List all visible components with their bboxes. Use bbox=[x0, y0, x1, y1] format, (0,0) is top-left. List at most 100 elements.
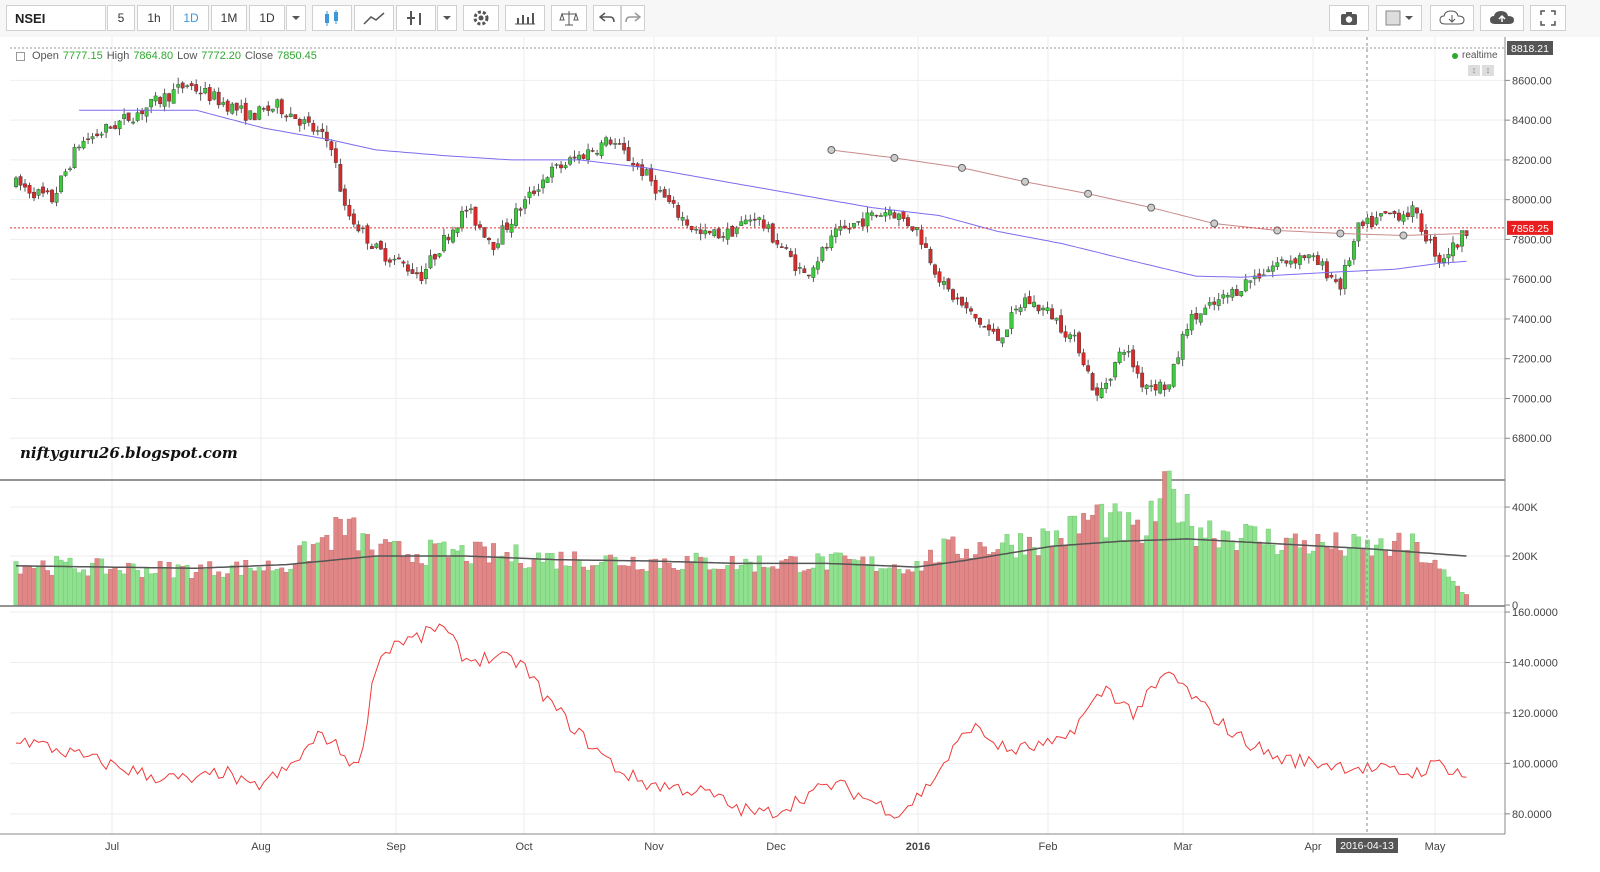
candle-body bbox=[239, 105, 244, 109]
volume-bar bbox=[103, 573, 109, 606]
candle-body bbox=[811, 267, 816, 278]
candle-body bbox=[649, 167, 654, 182]
candles-button[interactable] bbox=[312, 5, 352, 31]
volume-bar bbox=[90, 562, 96, 606]
candle-body bbox=[1176, 357, 1181, 364]
price-tick-label: 7200.00 bbox=[1512, 354, 1552, 366]
candle-body bbox=[1009, 312, 1014, 329]
volume-bar bbox=[13, 561, 19, 606]
interval-dropdown-button[interactable] bbox=[286, 5, 306, 31]
candle-body bbox=[185, 85, 190, 87]
line-chart-button[interactable] bbox=[354, 5, 394, 31]
candle-body bbox=[901, 211, 906, 219]
candle-body bbox=[1415, 207, 1419, 214]
redo-button[interactable] bbox=[621, 5, 645, 31]
volume-bar bbox=[1238, 537, 1244, 606]
volume-bar bbox=[1346, 546, 1352, 606]
candle-body bbox=[1099, 388, 1104, 399]
volume-bar bbox=[594, 565, 600, 606]
volume-bar bbox=[765, 567, 771, 606]
candle-body bbox=[243, 102, 248, 121]
legend-collapse-icon[interactable] bbox=[16, 51, 25, 61]
volume-bar bbox=[1090, 515, 1096, 606]
top-price-box bbox=[1507, 41, 1553, 55]
volume-bar bbox=[184, 565, 190, 606]
chart-area[interactable]: 8600.00 8400.00 8200.00 8000.00 7800.00 7600.… bbox=[0, 37, 1600, 872]
candle-body bbox=[77, 146, 81, 149]
candle-body bbox=[730, 226, 735, 237]
interval-5-button[interactable]: 5 bbox=[107, 5, 135, 31]
volume-bar bbox=[1279, 550, 1285, 606]
fullscreen-button[interactable] bbox=[1530, 5, 1566, 31]
candle-body bbox=[1311, 255, 1316, 258]
volume-bar bbox=[617, 565, 623, 606]
candle-body bbox=[667, 195, 672, 203]
volume-bar bbox=[504, 551, 510, 606]
volume-bar bbox=[1405, 549, 1411, 606]
volume-bar bbox=[1171, 488, 1177, 606]
ma-marker bbox=[827, 145, 836, 154]
candle-body bbox=[1243, 279, 1248, 292]
candle-body bbox=[1406, 212, 1410, 217]
volume-bar bbox=[162, 567, 168, 606]
compare-button[interactable] bbox=[505, 5, 545, 31]
volume-bar bbox=[896, 569, 902, 606]
candle-body bbox=[1338, 278, 1343, 290]
save-chart-button[interactable] bbox=[1480, 5, 1524, 31]
interval-1m-button[interactable]: 1M bbox=[211, 5, 247, 31]
price-tick-label: 8000.00 bbox=[1512, 195, 1552, 207]
volume-bar bbox=[1121, 539, 1127, 606]
candle-body bbox=[225, 100, 230, 112]
volume-bar bbox=[482, 546, 487, 606]
candle-body bbox=[460, 211, 464, 229]
volume-bar bbox=[675, 569, 681, 606]
undo-button[interactable] bbox=[593, 5, 621, 31]
candle-body bbox=[491, 241, 496, 250]
volume-bar bbox=[238, 575, 244, 606]
pane-down-icon[interactable]: ↕ bbox=[1482, 65, 1494, 76]
candle-body bbox=[451, 229, 455, 243]
candle-body bbox=[721, 236, 726, 238]
price-tick-label: 6800.00 bbox=[1512, 433, 1552, 445]
volume-bar bbox=[1387, 555, 1393, 606]
candle-body bbox=[865, 212, 870, 227]
candle-body bbox=[955, 297, 960, 300]
volume-bar bbox=[400, 556, 406, 606]
volume-bar bbox=[387, 542, 393, 606]
volume-bar bbox=[1004, 534, 1010, 606]
indicators-button[interactable] bbox=[396, 5, 436, 31]
load-chart-button[interactable] bbox=[1430, 5, 1474, 31]
volume-bar bbox=[319, 537, 325, 606]
volume-bar bbox=[509, 561, 514, 606]
volume-bar bbox=[40, 560, 46, 606]
color-picker-button[interactable] bbox=[1376, 5, 1422, 31]
candle-body bbox=[36, 189, 41, 196]
interval-1h-button[interactable]: 1h bbox=[137, 5, 171, 31]
candle-body bbox=[770, 223, 775, 243]
interval-1d-button[interactable]: 1D bbox=[173, 5, 209, 31]
symbol-input[interactable]: NSEI bbox=[6, 5, 106, 31]
volume-bar bbox=[441, 541, 447, 606]
time-label: Feb bbox=[1039, 841, 1058, 853]
volume-bar bbox=[1184, 494, 1190, 606]
pane-up-icon[interactable]: ↕ bbox=[1468, 65, 1480, 76]
candle-body bbox=[757, 217, 762, 220]
candle-body bbox=[284, 115, 289, 118]
candle-body bbox=[996, 328, 1000, 341]
volume-bar bbox=[1283, 537, 1289, 606]
interval-custom-button[interactable]: 1D bbox=[249, 5, 285, 31]
candle-body bbox=[1077, 332, 1082, 354]
time-label: Apr bbox=[1304, 841, 1321, 853]
balance-button[interactable] bbox=[551, 5, 587, 31]
candle-body bbox=[1284, 260, 1289, 264]
settings-button[interactable] bbox=[463, 5, 499, 31]
volume-bar bbox=[608, 554, 614, 606]
candle-body bbox=[915, 227, 919, 230]
candle-body bbox=[86, 138, 90, 140]
volume-bar bbox=[959, 558, 965, 606]
indicators-dropdown-button[interactable] bbox=[437, 5, 457, 31]
snapshot-button[interactable] bbox=[1329, 5, 1369, 31]
candle-body bbox=[1212, 301, 1217, 305]
last-price-box bbox=[1507, 220, 1553, 235]
volume-bar bbox=[473, 541, 478, 606]
